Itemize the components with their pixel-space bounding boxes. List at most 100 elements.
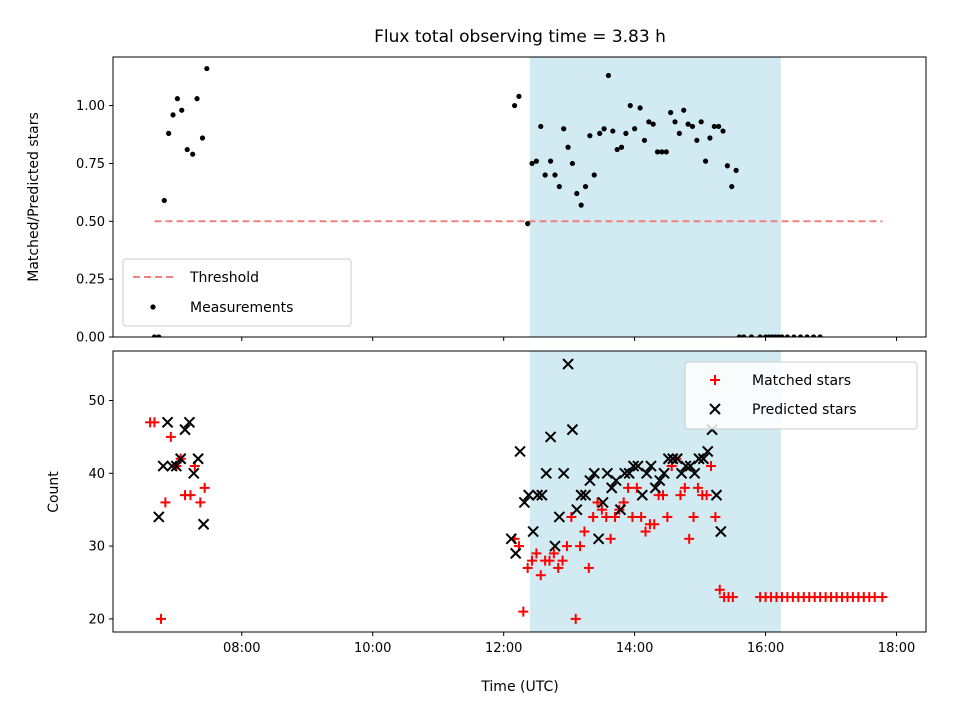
measurement-point (720, 128, 726, 134)
x-b (662, 453, 675, 465)
y-tick-label: 0.25 (76, 273, 105, 288)
plot-area (151, 65, 883, 337)
x-b (170, 460, 183, 472)
predicted-star-marker (536, 489, 548, 501)
x-b (157, 460, 169, 472)
predicted-star-marker (606, 482, 618, 494)
x-b (571, 503, 583, 516)
legend-measurements-label: Measurements (190, 300, 293, 316)
measurement-point (574, 190, 580, 197)
measurement-point (668, 109, 674, 116)
predicted-star-marker (649, 482, 662, 494)
measurement-point (623, 130, 629, 136)
x-b (649, 482, 662, 494)
x-b (680, 460, 692, 472)
matched-star-marker (605, 533, 616, 544)
x-b (549, 540, 561, 552)
x-b (597, 496, 609, 509)
matched-star-marker (553, 562, 564, 573)
matched-star-marker (522, 562, 533, 573)
x-b (553, 511, 566, 523)
measurement-point (641, 137, 648, 143)
x-tick-label: 18:00 (878, 641, 915, 656)
x-b (588, 467, 600, 480)
x-b (658, 467, 670, 480)
predicted-star-marker (588, 467, 600, 480)
x-tick-label: 14:00 (616, 641, 653, 656)
measurement-point (779, 334, 785, 337)
predicted-star-marker (619, 467, 631, 480)
matched-star-marker (675, 490, 686, 501)
matched-star-marker (649, 519, 660, 530)
measurement-point (791, 334, 797, 337)
x-b (540, 467, 552, 480)
predicted-star-marker (153, 511, 165, 523)
x-b (575, 489, 587, 501)
matched-star-marker (631, 482, 642, 493)
measurement-point (610, 128, 616, 134)
predicted-star-marker (671, 453, 683, 465)
legend-bottom: Matched stars Predicted stars (684, 361, 918, 430)
x-tick-label: 16:00 (747, 641, 784, 656)
measurement-point (694, 137, 700, 143)
matched-star-marker (557, 555, 568, 566)
measurement-point (199, 135, 206, 141)
matched-star-marker (535, 570, 546, 581)
measurement-point (676, 130, 682, 136)
measurement-point (552, 172, 558, 178)
measurement-point (597, 130, 603, 136)
measurement-point (659, 149, 665, 155)
y-tick-label: 30 (88, 540, 105, 555)
measurement-point (711, 123, 717, 130)
measurement-point (627, 102, 633, 109)
x-b (579, 489, 592, 501)
predicted-star-marker (632, 460, 644, 472)
predicted-star-marker (161, 416, 174, 429)
x-tick-label: 12:00 (485, 641, 522, 656)
matched-star-marker (544, 555, 555, 566)
measurement-point (637, 105, 643, 111)
predicted-star-marker (614, 503, 627, 516)
matched-star-marker (185, 490, 196, 501)
x-b (197, 518, 210, 530)
predicted-star-marker (166, 460, 178, 472)
x-b (527, 525, 539, 538)
measurement-point (591, 172, 597, 178)
measurement-point (161, 197, 167, 204)
x-tick-label: 08:00 (223, 641, 260, 656)
measurement-point (556, 183, 562, 190)
top-panel: 0.00 0.25 0.50 0.75 1.00 Threshold Measurement… (76, 56, 927, 346)
measurement-point (741, 334, 747, 337)
legend-top-box (122, 258, 352, 327)
predicted-star-marker (514, 445, 526, 458)
bottom-y-axis-label: Count (46, 471, 62, 513)
x-b (179, 423, 191, 436)
matched-star-marker (561, 541, 572, 552)
x-b (536, 489, 548, 501)
matched-star-marker (877, 592, 888, 603)
x-b (174, 453, 187, 465)
matched-star-marker (692, 482, 703, 493)
measurement-point (565, 144, 571, 150)
observing-window-span (529, 57, 781, 337)
x-b (592, 533, 605, 545)
predicted-star-marker (601, 467, 614, 480)
measurement-point (650, 121, 656, 127)
matched-star-marker (623, 482, 634, 493)
predicted-star-marker (636, 489, 648, 501)
predicted-star-marker (179, 423, 191, 436)
measurement-point (542, 172, 548, 178)
legend-top: Threshold Measurements (122, 258, 352, 327)
x-b (509, 547, 522, 560)
x-b (584, 474, 596, 487)
predicted-star-marker (584, 474, 596, 487)
x-b (606, 482, 618, 494)
matched-star-marker (160, 497, 171, 508)
predicted-star-marker (658, 467, 670, 480)
legend-threshold-label: Threshold (189, 270, 259, 286)
measurement-point (151, 334, 158, 337)
x-b (523, 489, 535, 501)
matched-star-marker (727, 592, 738, 603)
predicted-star-marker (531, 489, 544, 501)
